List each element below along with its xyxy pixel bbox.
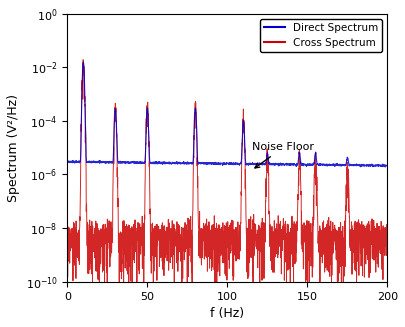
Text: Noise Floor: Noise Floor xyxy=(252,142,314,168)
Legend: Direct Spectrum, Cross Spectrum: Direct Spectrum, Cross Spectrum xyxy=(260,19,382,52)
Y-axis label: Spectrum (V²/Hz): Spectrum (V²/Hz) xyxy=(7,94,20,202)
X-axis label: f (Hz): f (Hz) xyxy=(210,307,245,320)
